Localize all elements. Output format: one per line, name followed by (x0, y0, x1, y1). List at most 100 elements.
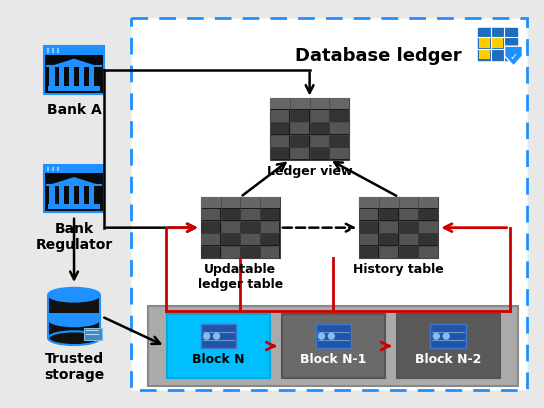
FancyBboxPatch shape (290, 122, 309, 134)
FancyBboxPatch shape (69, 67, 75, 86)
FancyBboxPatch shape (478, 29, 517, 60)
FancyBboxPatch shape (270, 135, 289, 146)
FancyBboxPatch shape (89, 67, 94, 86)
Text: ✓: ✓ (509, 52, 517, 62)
FancyBboxPatch shape (270, 122, 289, 134)
Text: Block N-2: Block N-2 (415, 353, 481, 366)
Text: Ledger view: Ledger view (267, 164, 353, 177)
Polygon shape (50, 177, 99, 185)
FancyBboxPatch shape (379, 246, 398, 258)
FancyBboxPatch shape (221, 208, 240, 220)
Ellipse shape (48, 331, 100, 345)
FancyBboxPatch shape (48, 295, 100, 338)
FancyBboxPatch shape (330, 110, 349, 122)
FancyBboxPatch shape (221, 234, 240, 245)
FancyBboxPatch shape (50, 67, 54, 86)
FancyBboxPatch shape (397, 315, 499, 377)
Ellipse shape (48, 288, 100, 302)
FancyBboxPatch shape (79, 185, 84, 204)
FancyBboxPatch shape (419, 234, 438, 245)
FancyBboxPatch shape (221, 246, 240, 258)
FancyBboxPatch shape (330, 122, 349, 134)
FancyBboxPatch shape (419, 221, 438, 233)
Circle shape (434, 333, 439, 339)
FancyBboxPatch shape (270, 98, 349, 160)
FancyBboxPatch shape (79, 67, 84, 86)
FancyBboxPatch shape (48, 86, 100, 91)
FancyBboxPatch shape (45, 173, 104, 212)
FancyBboxPatch shape (360, 234, 379, 245)
FancyBboxPatch shape (379, 221, 398, 233)
FancyBboxPatch shape (330, 135, 349, 146)
FancyBboxPatch shape (310, 148, 329, 159)
FancyBboxPatch shape (492, 38, 503, 48)
FancyBboxPatch shape (359, 197, 438, 208)
FancyBboxPatch shape (310, 110, 329, 122)
Circle shape (203, 333, 209, 339)
FancyBboxPatch shape (48, 204, 100, 209)
FancyBboxPatch shape (479, 50, 490, 59)
Text: Block N-1: Block N-1 (300, 353, 367, 366)
FancyBboxPatch shape (241, 221, 259, 233)
Circle shape (319, 333, 324, 339)
FancyBboxPatch shape (261, 208, 280, 220)
FancyBboxPatch shape (201, 324, 236, 348)
FancyBboxPatch shape (360, 208, 379, 220)
FancyBboxPatch shape (399, 234, 418, 245)
FancyBboxPatch shape (419, 246, 438, 258)
FancyBboxPatch shape (149, 306, 518, 386)
FancyBboxPatch shape (201, 197, 280, 208)
Text: Database ledger: Database ledger (295, 47, 461, 65)
Circle shape (329, 333, 335, 339)
Polygon shape (505, 46, 522, 66)
FancyBboxPatch shape (399, 221, 418, 233)
FancyBboxPatch shape (270, 148, 289, 159)
FancyBboxPatch shape (132, 18, 527, 390)
FancyBboxPatch shape (399, 208, 418, 220)
FancyBboxPatch shape (290, 110, 309, 122)
FancyBboxPatch shape (261, 246, 280, 258)
FancyBboxPatch shape (479, 38, 490, 48)
FancyBboxPatch shape (241, 246, 259, 258)
FancyBboxPatch shape (282, 315, 385, 377)
FancyBboxPatch shape (45, 46, 104, 55)
FancyBboxPatch shape (59, 185, 65, 204)
FancyBboxPatch shape (241, 234, 259, 245)
Circle shape (443, 333, 449, 339)
Text: Block N: Block N (192, 353, 245, 366)
FancyBboxPatch shape (261, 234, 280, 245)
Ellipse shape (48, 313, 100, 327)
FancyBboxPatch shape (221, 221, 240, 233)
FancyBboxPatch shape (201, 208, 220, 220)
FancyBboxPatch shape (270, 110, 289, 122)
FancyBboxPatch shape (399, 246, 418, 258)
FancyBboxPatch shape (167, 315, 270, 377)
FancyBboxPatch shape (379, 208, 398, 220)
Text: History table: History table (353, 263, 444, 276)
FancyBboxPatch shape (261, 221, 280, 233)
FancyBboxPatch shape (310, 135, 329, 146)
FancyBboxPatch shape (330, 148, 349, 159)
FancyBboxPatch shape (84, 328, 102, 340)
FancyBboxPatch shape (69, 185, 75, 204)
FancyBboxPatch shape (201, 234, 220, 245)
Text: Bank A: Bank A (47, 103, 101, 118)
FancyBboxPatch shape (241, 208, 259, 220)
FancyBboxPatch shape (45, 164, 104, 173)
Circle shape (214, 333, 220, 339)
FancyBboxPatch shape (419, 208, 438, 220)
Text: Bank
Regulator: Bank Regulator (35, 222, 113, 252)
FancyBboxPatch shape (290, 148, 309, 159)
FancyBboxPatch shape (270, 98, 349, 109)
FancyBboxPatch shape (430, 324, 466, 348)
Polygon shape (50, 59, 99, 67)
FancyBboxPatch shape (48, 313, 100, 320)
FancyBboxPatch shape (360, 221, 379, 233)
FancyBboxPatch shape (360, 246, 379, 258)
Text: Updatable
ledger table: Updatable ledger table (197, 263, 283, 291)
FancyBboxPatch shape (89, 185, 94, 204)
FancyBboxPatch shape (359, 197, 438, 258)
Text: Trusted
storage: Trusted storage (44, 352, 104, 382)
FancyBboxPatch shape (45, 55, 104, 93)
FancyBboxPatch shape (290, 135, 309, 146)
